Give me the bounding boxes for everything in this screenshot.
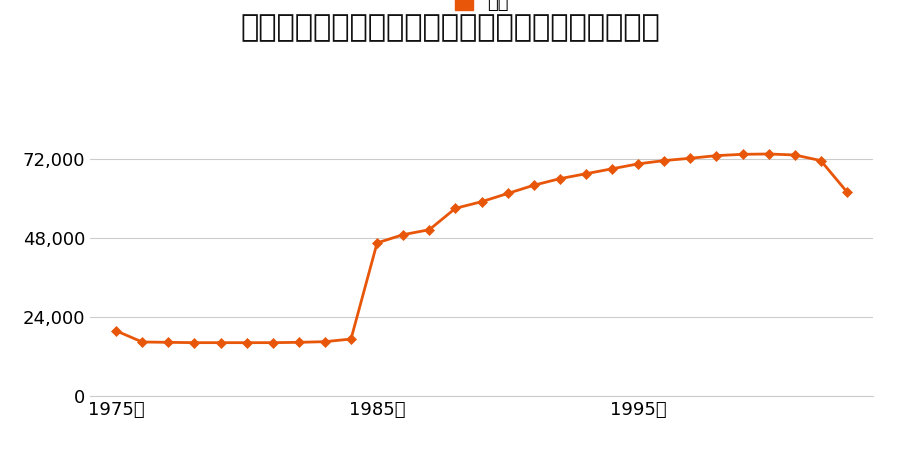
Legend: 価格: 価格 bbox=[447, 0, 516, 19]
Text: 山口県徳山市大字粟屋字山崎５２７番２の地価推移: 山口県徳山市大字粟屋字山崎５２７番２の地価推移 bbox=[240, 14, 660, 42]
